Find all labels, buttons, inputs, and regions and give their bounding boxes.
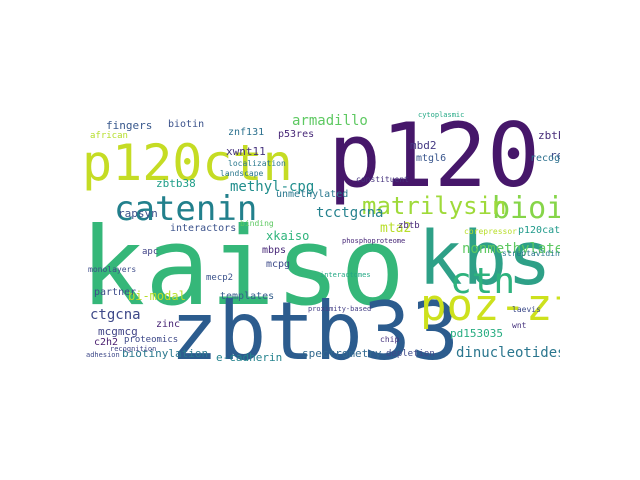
word-recognition: recognition <box>110 345 157 353</box>
word-armadillo: armadillo <box>292 113 368 129</box>
word-bioid: bioid <box>492 191 560 226</box>
word-zbtb4: zbtb4 <box>538 129 560 142</box>
word-interactors: interactors <box>170 223 237 234</box>
word-mcpg: mcpg <box>266 259 291 270</box>
word-catenin: catenin <box>114 189 258 229</box>
word-streptavidin: streptavidin <box>502 249 560 258</box>
word-proteomics: proteomics <box>124 335 179 345</box>
word-ctn: ctn <box>450 261 516 302</box>
word-fingers: fingers <box>106 119 153 132</box>
word-mecp2: mecp2 <box>206 273 234 283</box>
word-african: african <box>90 131 128 141</box>
word-p120ctn: p120ctn <box>82 134 293 192</box>
word-corepressor: corepressor <box>464 227 517 236</box>
word-c2h2: c2h2 <box>94 337 119 348</box>
word-p53res: p53res <box>278 129 315 140</box>
word-zbtb38: zbtb38 <box>156 177 196 190</box>
word-methyl-cpg: methyl-cpg <box>230 179 315 195</box>
word-constituent: constituent <box>356 175 409 184</box>
word-ctgcna: ctgcna <box>90 307 141 323</box>
word-mtgl6: mtgl6 <box>416 153 447 164</box>
word-biotin: biotin <box>168 119 205 130</box>
word-phosphoproteome: phosphoproteome <box>342 237 406 245</box>
word-cloud: p120 p120ctn catenin bioid kaiso kbs zbt… <box>80 110 560 370</box>
word-p120catenin: p120catenin <box>518 225 560 236</box>
word-xwnt11: xwnt11 <box>226 145 266 158</box>
word-znf131: znf131 <box>228 127 265 138</box>
word-xkaiso: xkaiso <box>266 229 310 243</box>
word-biotinylation: biotinylation <box>122 347 209 360</box>
word-mta2: mta2 <box>380 221 412 236</box>
word-localization: localization <box>228 159 286 168</box>
word-matrilysin: matrilysin <box>362 192 507 220</box>
word-bi-modal: bi-modal <box>128 289 186 303</box>
word-zbtb33: zbtb33 <box>170 285 459 371</box>
word-laevis: laevis <box>512 305 541 314</box>
word-apc: apc <box>142 247 159 257</box>
word-repressor: repressor <box>550 149 560 162</box>
word-zinc: zinc <box>156 319 181 330</box>
word-mbd2: mbd2 <box>410 139 437 152</box>
word-spectrometry: spectrometry <box>302 347 382 360</box>
word-landscape: landscape <box>220 169 264 178</box>
word-p120: p120 <box>328 110 540 207</box>
word-poz-zf: poz-zf <box>420 280 560 331</box>
word-unmethylated: unmethylated <box>276 189 349 200</box>
word-recognize: recognize <box>530 153 560 164</box>
word-monolayers: monolayers <box>88 265 137 274</box>
word-kaiso: kaiso <box>80 205 406 330</box>
word-depletion: depletion <box>386 349 435 359</box>
word-tcctgcna: tcctgcna <box>316 205 384 221</box>
word-mbps: mbps <box>262 245 287 256</box>
word-chip: chip <box>380 335 400 344</box>
word-partner: partner <box>94 287 137 298</box>
word-adhesion: adhesion <box>86 351 120 359</box>
word-nonmethylated: nonmethylated <box>462 241 560 257</box>
word-interactomes: interactomes <box>320 271 371 279</box>
word-pd153035: pd153035 <box>450 327 503 340</box>
word-cytoplasmic: cytoplasmic <box>418 111 465 119</box>
word-binding: binding <box>240 219 274 228</box>
word-dinucleotides: dinucleotides <box>456 345 560 361</box>
word-templates: templates <box>220 291 275 302</box>
word-e-cadherin: e-cadherin <box>216 351 283 364</box>
word-wnt: wnt <box>512 321 527 330</box>
word-zbtb: zbtb <box>398 221 420 231</box>
word-mcgmcg: mcgmcg <box>98 325 138 338</box>
word-kbs: kbs <box>418 216 552 302</box>
word-proximity-based: proximity-based <box>308 305 372 313</box>
word-rapsyn: rapsyn <box>118 207 158 220</box>
